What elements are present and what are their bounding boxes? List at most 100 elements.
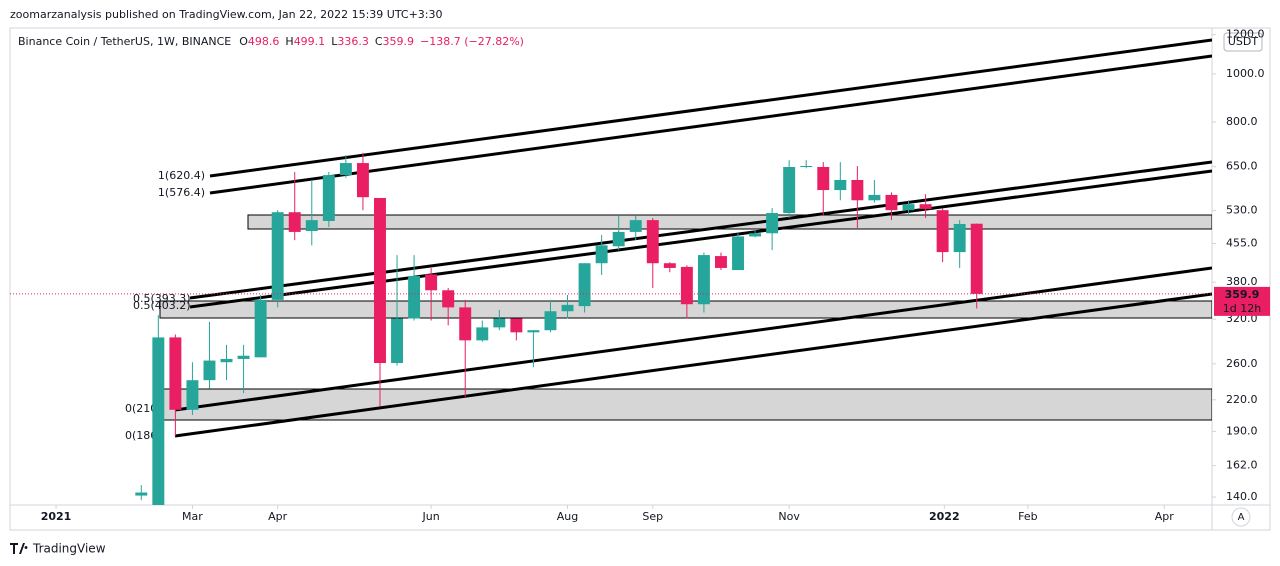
- candle-body: [783, 166, 796, 214]
- candle-body: [595, 245, 608, 264]
- candle-body: [851, 179, 864, 201]
- drawing-label: 1(576.4): [158, 186, 205, 199]
- x-tick-label: Feb: [1018, 510, 1037, 523]
- candle-body: [578, 263, 591, 307]
- candle-body: [237, 355, 250, 359]
- candle-body: [544, 311, 557, 331]
- candle-body: [339, 163, 352, 176]
- legend-value: 359.9: [383, 35, 415, 48]
- candle-body: [663, 263, 676, 268]
- legend-value: 498.6: [248, 35, 280, 48]
- currency-button[interactable]: [1223, 32, 1263, 52]
- candle-body: [629, 220, 642, 232]
- candle-body: [135, 492, 148, 496]
- y-tick-label: 162.0: [1226, 459, 1258, 472]
- legend-value: 499.1: [294, 35, 326, 48]
- candle-body: [817, 166, 830, 191]
- x-tick-label: 2021: [41, 510, 72, 523]
- candles: [135, 152, 983, 505]
- drawing-label: 0(210.: [125, 402, 161, 415]
- candle-body: [919, 204, 932, 209]
- candle-body: [715, 256, 727, 268]
- candle-body: [408, 276, 421, 319]
- drawing-label: 0.5(403.2): [133, 299, 191, 312]
- x-tick-label: Mar: [182, 510, 203, 523]
- legend: Binance Coin / TetherUS, 1W, BINANCE O498…: [18, 35, 524, 48]
- y-tick-label: 800.0: [1226, 115, 1258, 128]
- candle-body: [186, 380, 199, 410]
- candle-body: [425, 274, 438, 291]
- channel-line: [209, 38, 1212, 178]
- candle-body: [953, 223, 966, 253]
- legend-key: C: [375, 35, 383, 48]
- currency[interactable]: USDT: [1228, 35, 1259, 48]
- candle-body: [254, 299, 267, 358]
- logo-mark: [10, 543, 28, 554]
- drawing-label: 1(620.4): [158, 169, 205, 182]
- candle-body: [476, 327, 489, 341]
- candle-body: [442, 290, 455, 308]
- candle-body: [902, 204, 915, 211]
- candle-body: [800, 165, 813, 167]
- candle-body: [697, 255, 710, 305]
- y-tick-label: 380.0: [1226, 275, 1258, 288]
- candle-body: [561, 304, 574, 312]
- candle-body: [749, 233, 762, 237]
- candle-body: [936, 210, 949, 253]
- candle-body: [885, 194, 898, 211]
- y-tick-label: 650.0: [1226, 160, 1258, 173]
- candle-body: [680, 266, 693, 305]
- auto-scale-button[interactable]: [1231, 507, 1251, 527]
- drawing-label: 0(186.: [125, 429, 161, 442]
- countdown: 1d 12h: [1223, 302, 1261, 315]
- candle-body: [868, 194, 881, 201]
- auto-scale-label[interactable]: A: [1238, 512, 1245, 523]
- candle-body: [322, 175, 335, 221]
- x-tick-label: Sep: [642, 510, 663, 523]
- candle-body: [288, 212, 301, 232]
- candle-body: [305, 220, 318, 232]
- candle-body: [612, 231, 625, 247]
- last-price-label: 359.9: [1225, 288, 1260, 301]
- candle-body: [220, 358, 233, 363]
- channel-line: [174, 266, 1212, 412]
- candle-body: [203, 360, 216, 381]
- drawings: 1(620.4) 1(576.4) 0.5(393.3) 0.5(403.2) …: [125, 38, 1212, 442]
- legend-key: L: [331, 35, 338, 48]
- legend-key: O: [239, 35, 248, 48]
- candle-body: [732, 236, 744, 271]
- y-tick-label: 1000.0: [1226, 67, 1265, 80]
- legend-value: 336.3: [337, 35, 369, 48]
- channel-line: [189, 160, 1212, 300]
- candle-body: [766, 213, 779, 234]
- candle-body: [646, 220, 659, 264]
- legend-symbol: Binance Coin / TetherUS, 1W, BINANCE: [18, 35, 231, 48]
- candle-body: [527, 330, 540, 333]
- candle-body: [271, 212, 284, 300]
- drawing-label: 0.5(393.3): [133, 292, 191, 305]
- legend-key: H: [285, 35, 293, 48]
- x-tick-label: Apr: [268, 510, 288, 523]
- y-tick-label: 260.0: [1226, 357, 1258, 370]
- channel-line: [209, 54, 1212, 195]
- x-tick-label: 2022: [929, 510, 960, 523]
- y-tick-label: 530.0: [1226, 204, 1258, 217]
- candle-body: [152, 337, 165, 505]
- candle-body: [374, 197, 386, 364]
- channel-line: [174, 292, 1212, 438]
- candle-body: [970, 223, 983, 294]
- legend-items: O498.6 H499.1 L336.3 C359.9 −138.7 (−27.82%): [239, 35, 524, 48]
- frame: [9, 27, 1271, 531]
- x-tick-label: Jun: [422, 510, 440, 523]
- y-tick-label: 455.0: [1226, 236, 1258, 249]
- brand: TradingView: [32, 542, 106, 556]
- candle-body: [493, 318, 506, 328]
- candle-body: [834, 179, 847, 191]
- last-price-box: [1214, 286, 1270, 316]
- x-tick-label: Apr: [1155, 510, 1175, 523]
- logo: TradingView: [10, 542, 106, 556]
- candle-body: [459, 307, 472, 341]
- y-tick-label: 220.0: [1226, 393, 1258, 406]
